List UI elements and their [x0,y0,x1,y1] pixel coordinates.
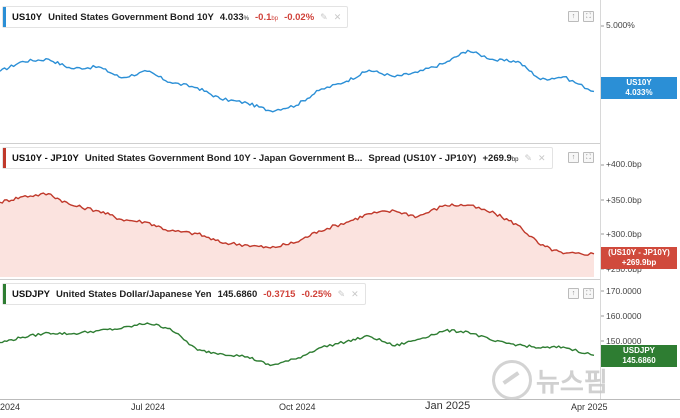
legend-spread[interactable]: US10Y - JP10Y United States Government B… [2,147,553,169]
badge-spread-line2: +269.9bp [621,258,657,267]
right-axis-border [600,0,601,400]
x-axis-line [0,399,680,400]
legend-spread-name: United States Government Bond 10Y - Japa… [84,152,363,164]
legend-usdjpy-change-pct: -0.25% [301,288,332,300]
legend-us10y-change-unit: bp [271,15,279,22]
badge-us10y-line2: 4.033% [625,88,653,97]
legend-us10y-value: 4.033% [220,12,249,23]
series-line-us10y [0,49,595,113]
legend-us10y-change: -0.1bp [255,12,278,23]
legend-us10y-swatch [3,7,6,27]
legend-usdjpy-swatch [3,284,6,304]
legend-spread-swatch [3,148,6,168]
watermark-text: 뉴스핌 [536,366,608,397]
badge-us10y: US10Y 4.033% [601,77,677,99]
legend-usdjpy-change: -0.3715 [263,288,296,300]
x-label-jul-2024: Jul 2024 [131,402,166,412]
legend-spread-subtitle: Spread (US10Y - JP10Y) [368,152,477,164]
maximize-icon[interactable]: ⛶ [583,288,594,299]
settings-icon[interactable]: ✎ [320,11,328,22]
series-area-1 [0,193,594,277]
legend-spread-value: +269.9bp [482,153,518,164]
x-label-oct-2024: Oct 2024 [279,402,316,412]
settings-icon[interactable]: ✎ [337,288,346,299]
legend-usdjpy-symbol: USDJPY [12,288,51,300]
badge-usdjpy-line2: 145.6860 [622,356,656,365]
y-tick-usdjpy-150: 150.0000 [606,336,642,346]
legend-usdjpy-name: United States Dollar/Japanese Yen [56,288,212,300]
legend-us10y[interactable]: US10Y United States Government Bond 10Y … [2,6,349,28]
settings-icon[interactable]: ✎ [524,152,533,163]
badge-spread: (US10Y - JP10Y) +269.9bp [601,247,677,269]
legend-usdjpy-value: 145.6860 [217,288,258,300]
move-up-icon[interactable]: ↑ [568,288,579,299]
badge-spread-line1: (US10Y - JP10Y) [608,248,670,257]
y-tick-spread-300: +300.0bp [606,229,642,239]
y-tick-us10y-5: 5.000% [606,20,635,30]
x-label-apr-2025: Apr 2025 [571,402,608,412]
panel2-tools: ↑ ⛶ [568,152,594,163]
close-icon[interactable]: ✕ [351,288,359,299]
legend-spread-value-unit: bp [511,156,519,163]
legend-us10y-value-number: 4.033 [219,11,244,23]
y-tick-spread-350: +350.0bp [606,195,642,205]
x-label-2024: 2024 [0,402,21,412]
legend-us10y-value-unit: % [243,15,249,22]
watermark-logo-icon [492,360,532,400]
legend-us10y-change-number: -0.1 [255,11,272,23]
legend-us10y-name: United States Government Bond 10Y [48,11,214,23]
legend-spread-value-number: +269.9 [482,152,512,164]
panel1-tools: ↑ ⛶ [568,11,594,22]
legend-us10y-symbol: US10Y [12,11,43,23]
y-tick-spread-400: +400.0bp [606,159,642,169]
maximize-icon[interactable]: ⛶ [583,11,594,22]
y-tick-usdjpy-160: 160.0000 [606,311,642,321]
watermark: 뉴스핌 [492,360,608,400]
badge-usdjpy: USDJPY 145.6860 [601,345,677,367]
panel3-tools: ↑ ⛶ [568,288,594,299]
close-icon[interactable]: ✕ [538,152,546,163]
maximize-icon[interactable]: ⛶ [583,152,594,163]
y-tick-spread-250: +250.0bp [606,264,642,274]
legend-usdjpy[interactable]: USDJPY United States Dollar/Japanese Yen… [2,283,366,305]
x-label-jan-2025: Jan 2025 [425,400,471,412]
legend-spread-symbol: US10Y - JP10Y [12,152,79,164]
panel-separator-2 [0,279,600,280]
panel-separator-1 [0,143,600,144]
y-tick-usdjpy-170: 170.0000 [606,286,642,296]
badge-us10y-line1: US10Y [626,78,652,87]
badge-usdjpy-line1: USDJPY [622,346,655,355]
move-up-icon[interactable]: ↑ [568,152,579,163]
move-up-icon[interactable]: ↑ [568,11,579,22]
legend-us10y-change-pct: -0.02% [284,11,315,23]
close-icon[interactable]: ✕ [333,11,342,22]
